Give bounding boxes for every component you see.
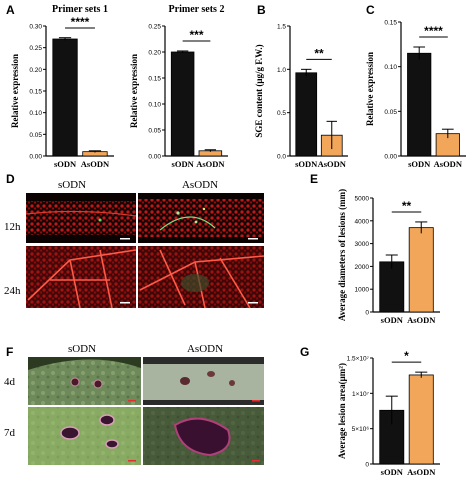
y-tick-label: 1.5×10⁷ (347, 356, 370, 363)
bar-sodn (170, 51, 195, 157)
chart-primer-sets-2: 0.00 0.05 0.10 0.15 0.20 0.25 Relative express… (129, 4, 228, 169)
significance-label: **** (424, 24, 443, 38)
micrograph-asodn-12h (138, 193, 264, 243)
y-tick-label: 0.05 (148, 128, 161, 135)
panel-e-leaf-photos: sODN AsODN 4d 7d (4, 343, 264, 465)
bar-sodn (295, 72, 318, 157)
category-label: sODN (381, 467, 404, 477)
category-label: sODN (381, 315, 404, 325)
leaf-photo-asodn-4d (143, 357, 264, 405)
bar-sodn (52, 38, 78, 157)
bar-asodn (408, 227, 434, 313)
y-tick-label: 0.00 (29, 154, 42, 161)
y-tick-label: 0.0 (277, 154, 286, 161)
chart-sge-content: 0.0 0.5 1.0 1.5 SGE content (μg/g F.W.) sODN A… (254, 24, 348, 169)
category-label: sODN (172, 159, 195, 169)
panel-d-col-asodn: AsODN (182, 179, 218, 191)
y-tick-label: 1.5 (277, 24, 286, 31)
panel-e-row-7d: 7d (4, 427, 16, 439)
y-tick-label: 5000 (355, 196, 370, 203)
significance-label: ** (314, 46, 324, 60)
micrograph-sodn-12h (25, 193, 137, 243)
bar-sodn (407, 52, 432, 157)
y-tick-label: 0.20 (29, 67, 42, 74)
category-label: AsODN (407, 467, 436, 477)
y-axis-label: Average diameters of lesions (mm) (337, 189, 347, 321)
y-tick-label: 5×10⁶ (352, 426, 370, 433)
y-tick-label: 1.0 (277, 67, 286, 74)
category-label: AsODN (407, 315, 436, 325)
significance-label: **** (71, 15, 90, 29)
panel-letter-b: B (257, 3, 266, 17)
leaf-photo-sodn-4d (28, 357, 141, 405)
y-tick-label: 0.5 (277, 110, 286, 117)
chart-primer-sets-1: 0.00 0.05 0.10 0.15 0.20 0.25 0.30 Relative exp… (10, 4, 114, 169)
panel-d-col-sodn: sODN (58, 179, 86, 191)
y-tick-label: 0 (365, 462, 369, 469)
panel-letter-f: E (310, 172, 318, 186)
category-label: AsODN (434, 159, 463, 169)
micrograph-sodn-24h (26, 246, 137, 309)
y-axis-label: Relative expression (129, 54, 139, 128)
y-axis-label: Relative expression (365, 52, 375, 126)
panel-letter-c: C (366, 3, 375, 17)
panel-e-col-asodn: AsODN (187, 343, 223, 355)
y-tick-label: 0.10 (29, 110, 42, 117)
significance-label: *** (189, 28, 203, 42)
y-tick-label: 0.15 (384, 20, 397, 27)
y-tick-label: 0.10 (384, 64, 397, 71)
leaf-photo-asodn-7d (143, 407, 264, 465)
category-label: AsODN (81, 159, 110, 169)
category-label: AsODN (318, 159, 347, 169)
significance-label: * (404, 349, 409, 363)
y-tick-label: 0.15 (148, 76, 161, 83)
panel-e-col-sodn: sODN (68, 343, 96, 355)
y-tick-label: 1×10⁷ (352, 391, 370, 398)
y-axis-label: SGE content (μg/g F.W.) (254, 44, 264, 137)
panel-d-row-24h: 24h (4, 285, 21, 297)
y-tick-label: 0.05 (384, 109, 397, 116)
chart-lesion-diameter: 0 1000 2000 3000 4000 5000 Average diameters o… (337, 189, 440, 325)
panel-letter-d: D (6, 172, 15, 186)
panel-d-micrographs: sODN AsODN 12h 24h (4, 179, 265, 309)
category-label: sODN (408, 159, 431, 169)
category-label: sODN (295, 159, 318, 169)
y-tick-label: 1000 (355, 287, 370, 294)
bar-asodn (408, 374, 434, 465)
panel-letter-a: A (6, 3, 15, 17)
y-tick-label: 0.25 (29, 45, 42, 52)
panel-d-row-12h: 12h (4, 221, 21, 233)
y-tick-label: 0 (365, 310, 369, 317)
y-tick-label: 4000 (355, 218, 370, 225)
micrograph-asodn-24h (138, 246, 265, 309)
category-label: sODN (54, 159, 77, 169)
y-tick-label: 0.25 (148, 24, 161, 31)
panel-e-row-4d: 4d (4, 376, 16, 388)
bar-sodn (379, 261, 405, 313)
y-axis-label: Average lesion area(μm²) (337, 363, 347, 459)
y-tick-label: 0.15 (29, 89, 42, 96)
y-tick-label: 0.20 (148, 50, 161, 57)
y-tick-label: 3000 (355, 241, 370, 248)
y-tick-label: 2000 (355, 264, 370, 271)
y-tick-label: 0.00 (384, 154, 397, 161)
y-tick-label: 0.10 (148, 102, 161, 109)
panel-letter-g: G (300, 345, 309, 359)
y-tick-label: 0.00 (148, 154, 161, 161)
chart-title: Primer sets 1 (52, 4, 108, 15)
leaf-photo-sodn-7d (28, 407, 141, 465)
panel-letter-e: F (6, 345, 13, 359)
category-label: AsODN (196, 159, 225, 169)
chart-relative-expression-c: 0.00 0.05 0.10 0.15 Relative expression sODN A… (365, 20, 466, 169)
y-tick-label: 0.30 (29, 24, 42, 31)
chart-title: Primer sets 2 (169, 4, 225, 15)
y-axis-label: Relative expression (10, 54, 20, 128)
significance-label: ** (402, 199, 412, 213)
y-tick-label: 0.05 (29, 132, 42, 139)
